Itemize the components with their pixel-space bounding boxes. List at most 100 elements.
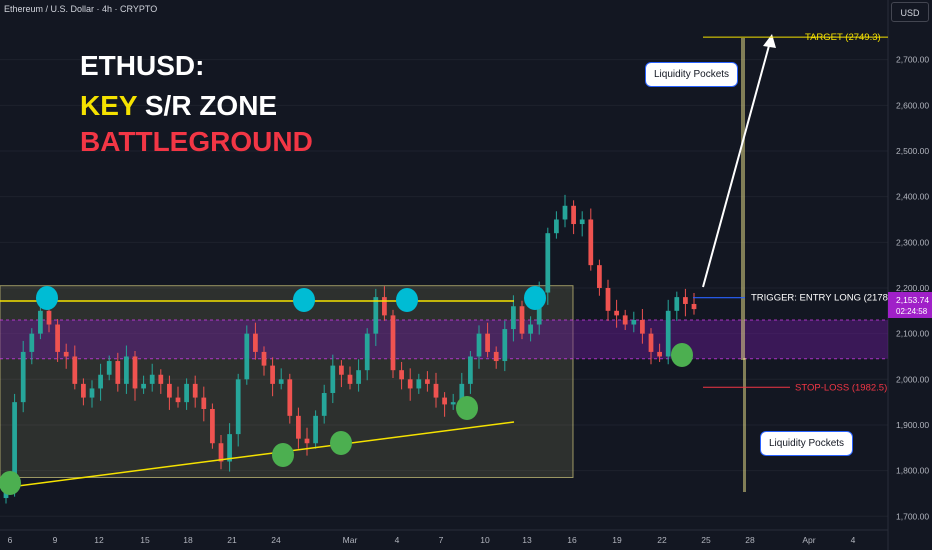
candle-body (390, 315, 396, 371)
liquidity-bar-top (741, 38, 745, 360)
headline-line2: KEY S/R ZONE (80, 90, 277, 122)
candle-body (244, 333, 250, 380)
y-axis: 1,700.00 1,800.00 1,900.00 2,000.00 2,100.00… (887, 0, 932, 550)
candle-body (235, 379, 241, 435)
candle-body (227, 434, 232, 462)
candle-body (502, 329, 508, 362)
candle-body (192, 383, 198, 398)
headline-line1: ETHUSD: (80, 50, 205, 81)
candle-body (278, 379, 284, 384)
candle-body (313, 415, 318, 444)
candle-body (46, 310, 52, 325)
x-axis: 6 9 12 15 18 21 24 Mar 4 7 10 13 16 19 22 25 28 Apr 4 (0, 529, 888, 545)
candle-body (364, 333, 370, 371)
candle-body (321, 393, 327, 416)
x-tick-label: 25 (701, 535, 711, 545)
candle-body (683, 297, 688, 304)
liquidity-callout-bottom: Liquidity Pockets (760, 431, 854, 456)
y-tick-label: 1,700.00 (896, 511, 929, 521)
x-tick-label: 24 (271, 535, 281, 545)
candle-body (545, 233, 551, 293)
candle-body (442, 397, 447, 405)
currency-button[interactable]: USD (891, 2, 929, 22)
candle-body (20, 351, 26, 403)
target-arrow (702, 41, 771, 288)
candle-body (425, 379, 430, 384)
candle-body (115, 361, 121, 384)
candle-body (55, 324, 60, 352)
candle-body (132, 356, 138, 389)
x-tick-label: 7 (439, 535, 444, 545)
green-marker (272, 443, 294, 467)
x-tick-label: 9 (53, 535, 58, 545)
ascending-support-line (9, 421, 515, 488)
candle-body (640, 319, 645, 334)
y-tick-label: 2,600.00 (896, 100, 929, 110)
candle-body (175, 397, 181, 403)
candle-body (270, 365, 275, 384)
x-tick-label: 19 (612, 535, 622, 545)
cyan-marker (396, 288, 418, 312)
candle-body (167, 383, 172, 398)
candle-body (304, 438, 310, 444)
y-tick-label: 2,300.00 (896, 237, 929, 247)
candle-body (571, 205, 576, 225)
x-tick-label: 16 (567, 535, 577, 545)
liquidity-callout-top: Liquidity Pockets (645, 62, 739, 87)
candle-body (382, 297, 387, 316)
candle-body (433, 383, 439, 398)
y-axis-panel (888, 0, 932, 550)
candle-body (597, 265, 602, 288)
candle-body (622, 315, 628, 325)
candle-body (416, 379, 422, 389)
x-tick-label: 15 (140, 535, 150, 545)
x-tick-label: 4 (395, 535, 400, 545)
x-tick-label: 28 (745, 535, 755, 545)
candle-body (657, 351, 662, 357)
candle-body (253, 333, 258, 352)
candle-body (373, 297, 379, 334)
stop-label: STOP-LOSS (1982.5) (795, 382, 887, 393)
x-tick-label: 12 (94, 535, 104, 545)
cyan-marker (36, 286, 58, 310)
candle-body (296, 415, 301, 439)
candle-body (605, 287, 611, 311)
y-tick-label: 2,400.00 (896, 192, 929, 202)
symbol-info: Ethereum / U.S. Dollar · 4h · CRYPTO (4, 4, 158, 14)
candle-body (81, 383, 86, 398)
liquidity-bar-bottom (743, 358, 746, 492)
candle-body (691, 303, 697, 310)
candle-body (356, 370, 361, 384)
candle-body (459, 383, 465, 403)
y-tick-label: 2,200.00 (896, 283, 929, 293)
candle-body (12, 402, 17, 489)
candle-body (287, 379, 293, 416)
y-tick-label: 2,100.00 (896, 329, 929, 339)
candle-body (89, 388, 95, 398)
candle-body (631, 319, 637, 325)
green-marker (330, 431, 352, 455)
y-tick-label: 2,500.00 (896, 146, 929, 156)
candle-body (38, 310, 43, 334)
candle-body (665, 310, 671, 357)
candle-body (72, 356, 78, 384)
candle-body (330, 365, 336, 394)
candle-body (29, 333, 35, 352)
target-label: TARGET (2749.3) (805, 32, 881, 43)
candle-body (158, 374, 164, 384)
y-tick-label: 2,700.00 (896, 55, 929, 65)
sr-zone (0, 319, 888, 359)
candle-body (124, 356, 129, 384)
candle-body (210, 408, 215, 444)
candle-body (261, 351, 267, 366)
candle-body (476, 333, 482, 357)
candles (3, 194, 697, 504)
overlays (0, 34, 888, 492)
grid-lines (0, 59, 888, 517)
candle-body (528, 324, 533, 334)
cyan-marker (524, 286, 546, 310)
candle-body (339, 365, 344, 375)
markers (0, 286, 693, 495)
candle-body (588, 219, 594, 266)
